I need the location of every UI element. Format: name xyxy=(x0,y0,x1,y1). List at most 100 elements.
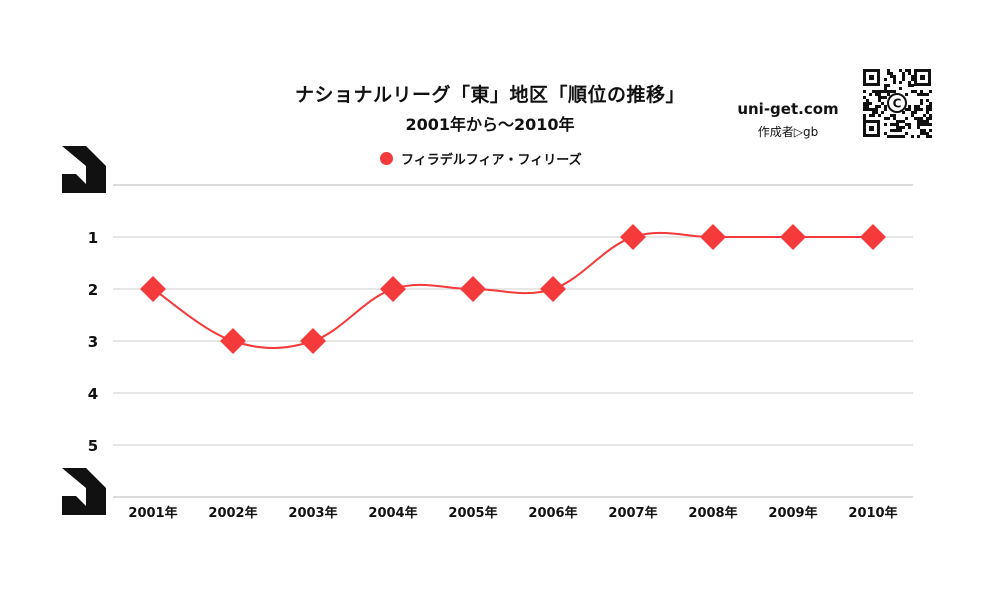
qr-module xyxy=(929,123,932,126)
qr-module xyxy=(908,105,911,108)
qr-module xyxy=(884,78,887,81)
qr-module xyxy=(923,123,926,126)
qr-module xyxy=(929,102,932,105)
qr-module xyxy=(908,84,911,87)
qr-module xyxy=(905,108,908,111)
qr-module xyxy=(920,117,923,120)
qr-module xyxy=(920,129,923,132)
qr-module xyxy=(890,135,893,138)
qr-module xyxy=(926,105,929,108)
qr-finder-core xyxy=(869,75,874,80)
qr-module xyxy=(884,132,887,135)
qr-module xyxy=(869,108,872,111)
qr-module xyxy=(923,93,926,96)
qr-module xyxy=(890,72,893,75)
y-tick-label: 1 xyxy=(88,229,98,247)
chart-legend: フィラデルフィア・フィリーズ xyxy=(380,149,582,168)
qr-module xyxy=(917,108,920,111)
qr-module xyxy=(908,72,911,75)
qr-code-icon: C xyxy=(862,68,932,138)
qr-module xyxy=(881,90,884,93)
qr-module xyxy=(884,117,887,120)
axis-corner-mark xyxy=(62,496,86,515)
qr-module xyxy=(911,114,914,117)
data-point-marker xyxy=(620,224,646,250)
qr-module xyxy=(875,111,878,114)
qr-module xyxy=(917,105,920,108)
data-point-marker xyxy=(780,224,806,250)
qr-module xyxy=(893,81,896,84)
qr-module xyxy=(902,72,905,75)
qr-module xyxy=(881,102,884,105)
qr-module xyxy=(899,129,902,132)
qr-module xyxy=(890,123,893,126)
qr-module xyxy=(869,114,872,117)
qr-module xyxy=(887,117,890,120)
qr-module xyxy=(929,129,932,132)
qr-module xyxy=(875,90,878,93)
qr-module xyxy=(905,132,908,135)
qr-module xyxy=(878,90,881,93)
qr-module xyxy=(911,84,914,87)
qr-module xyxy=(923,120,926,123)
qr-module xyxy=(920,120,923,123)
data-point-marker xyxy=(140,276,166,302)
qr-module xyxy=(920,108,923,111)
qr-badge-letter: C xyxy=(893,97,902,111)
qr-module xyxy=(905,93,908,96)
series-line xyxy=(152,231,873,350)
y-tick-label: 2 xyxy=(88,281,98,299)
axis-corner-mark xyxy=(62,146,106,193)
qr-module xyxy=(926,123,929,126)
qr-module xyxy=(914,108,917,111)
qr-module xyxy=(890,114,893,117)
qr-module xyxy=(914,111,917,114)
qr-module xyxy=(911,75,914,78)
x-tick-label: 2009年 xyxy=(768,505,817,521)
qr-module xyxy=(890,75,893,78)
qr-module xyxy=(887,84,890,87)
qr-module xyxy=(863,96,866,99)
qr-module xyxy=(884,105,887,108)
qr-module xyxy=(902,126,905,129)
qr-module xyxy=(872,108,875,111)
qr-module xyxy=(899,120,902,123)
qr-module xyxy=(902,78,905,81)
qr-module xyxy=(881,111,884,114)
qr-module xyxy=(917,126,920,129)
qr-module xyxy=(929,117,932,120)
qr-module xyxy=(899,87,902,90)
data-point-marker xyxy=(700,224,726,250)
y-tick-label: 3 xyxy=(88,333,98,351)
qr-module xyxy=(929,108,932,111)
x-tick-label: 2003年 xyxy=(288,505,337,521)
qr-module xyxy=(866,105,869,108)
qr-module xyxy=(887,135,890,138)
data-point-marker xyxy=(380,276,406,302)
qr-module xyxy=(893,123,896,126)
qr-module xyxy=(863,102,866,105)
axis-corner-mark xyxy=(62,468,106,515)
qr-module xyxy=(872,114,875,117)
x-tick-label: 2010年 xyxy=(848,505,897,521)
qr-module xyxy=(911,78,914,81)
qr-module xyxy=(890,129,893,132)
qr-module xyxy=(905,123,908,126)
qr-module xyxy=(908,126,911,129)
qr-module xyxy=(920,93,923,96)
qr-module xyxy=(926,135,929,138)
qr-module xyxy=(878,114,881,117)
qr-module xyxy=(899,135,902,138)
axis-corner-mark xyxy=(62,174,86,193)
qr-module xyxy=(926,111,929,114)
qr-module xyxy=(884,123,887,126)
qr-module xyxy=(926,132,929,135)
qr-module xyxy=(902,111,905,114)
qr-module xyxy=(872,90,875,93)
qr-module xyxy=(926,99,929,102)
qr-module xyxy=(908,123,911,126)
qr-module xyxy=(896,129,899,132)
legend-series-label: フィラデルフィア・フィリーズ xyxy=(401,153,582,168)
qr-module xyxy=(878,96,881,99)
